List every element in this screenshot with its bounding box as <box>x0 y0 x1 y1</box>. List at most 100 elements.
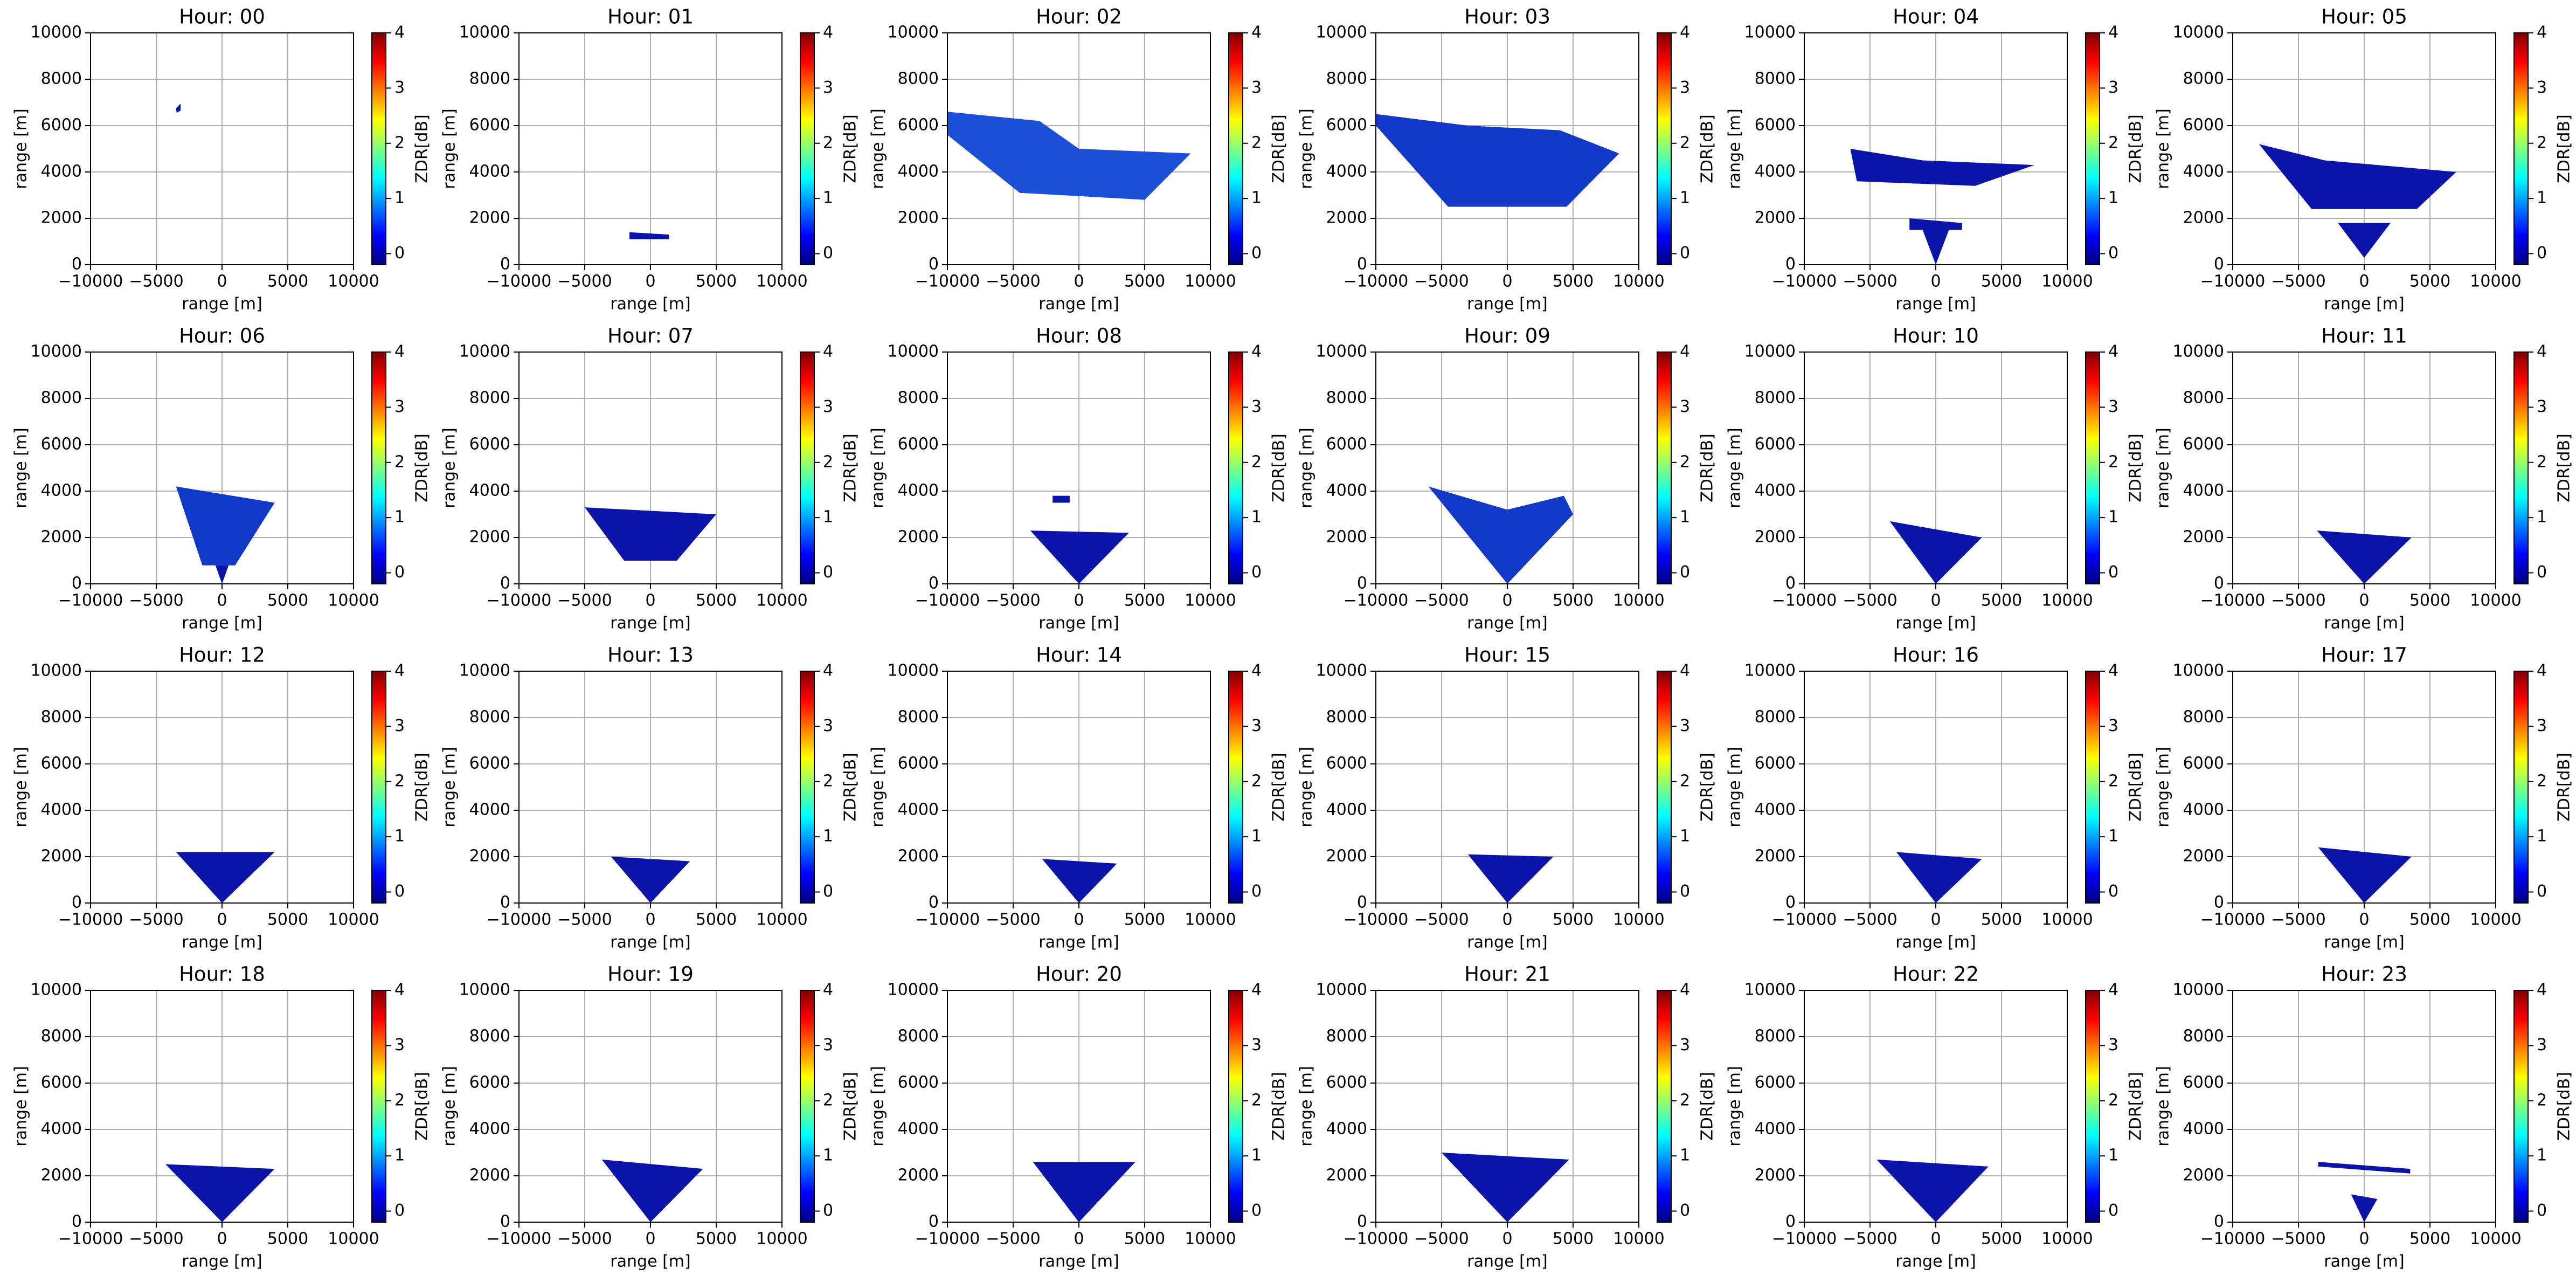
x-tick-label: 5000 <box>1981 272 2022 291</box>
colorbar <box>800 351 815 584</box>
colorbar-label: ZDR[dB] <box>1698 1072 1717 1141</box>
y-tick-label: 8000 <box>1755 70 1796 88</box>
colorbar-label: ZDR[dB] <box>841 1072 860 1141</box>
x-tick-label: 0 <box>217 1230 227 1249</box>
subplot: −10000 −5000 0 5000 100000200040006000800010… <box>2154 644 2574 952</box>
y-tick-label: 4000 <box>898 801 939 819</box>
x-tick-label: −10000 <box>487 1230 552 1249</box>
subplot: −10000 −5000 0 5000 100000200040006000800010… <box>440 963 860 1271</box>
colorbar-tick-label: 2 <box>823 133 833 152</box>
colorbar-tick-label: 0 <box>394 882 405 901</box>
colorbar <box>1228 32 1243 265</box>
colorbar-label: ZDR[dB] <box>413 433 432 502</box>
x-axis-label: range [m] <box>182 614 262 633</box>
colorbar-tick-label: 0 <box>1680 244 1690 263</box>
colorbar-label: ZDR[dB] <box>2127 433 2145 502</box>
subplot: −10000 −5000 0 5000 100000200040006000800010… <box>869 644 1289 952</box>
x-tick-label: 10000 <box>328 911 379 929</box>
colorbar-tick-label: 0 <box>823 563 833 582</box>
y-tick-label: 4000 <box>2183 801 2224 819</box>
y-tick-label: 8000 <box>41 70 82 88</box>
data-region <box>176 852 275 903</box>
colorbar-tick-label: 1 <box>823 1146 833 1165</box>
x-tick-label: 10000 <box>1613 591 1664 610</box>
colorbar <box>371 990 386 1223</box>
colorbar-label: ZDR[dB] <box>1270 114 1289 183</box>
x-axis-label: range [m] <box>1038 1252 1119 1271</box>
data-region <box>1033 1162 1135 1222</box>
y-tick-label: 0 <box>2214 1212 2224 1231</box>
colorbar-tick-label: 0 <box>2108 882 2118 901</box>
x-tick-label: −5000 <box>986 272 1040 291</box>
subplot: −10000 −5000 0 5000 100000200040006000800010… <box>2154 963 2574 1271</box>
x-tick-label: 0 <box>1930 591 1941 610</box>
colorbar-tick-label: 3 <box>2537 78 2547 97</box>
y-tick-label: 10000 <box>459 23 510 42</box>
y-tick-label: 6000 <box>898 1073 939 1092</box>
y-tick-label: 6000 <box>2183 435 2224 454</box>
y-tick-label: 4000 <box>1755 162 1796 181</box>
axes-frame <box>2232 351 2496 584</box>
x-tick-label: 10000 <box>1613 911 1664 929</box>
y-tick-label: 2000 <box>41 847 82 866</box>
y-tick-label: 10000 <box>888 23 939 42</box>
colorbar-label: ZDR[dB] <box>841 433 860 502</box>
colorbar-tick-label: 4 <box>2537 23 2547 42</box>
y-tick-label: 2000 <box>898 1166 939 1185</box>
x-tick-label: 0 <box>645 911 655 929</box>
y-axis-label: range [m] <box>440 747 459 827</box>
y-tick-label: 4000 <box>41 801 82 819</box>
y-tick-label: 6000 <box>469 116 510 135</box>
subplot: −10000 −5000 0 5000 100000200040006000800010… <box>1726 963 2145 1271</box>
x-tick-label: 10000 <box>2470 911 2521 929</box>
data-region <box>1042 859 1117 903</box>
y-tick-label: 2000 <box>898 528 939 547</box>
y-tick-label: 2000 <box>469 1166 510 1185</box>
y-tick-label: 8000 <box>2183 708 2224 727</box>
chart-title: Hour: 20 <box>1036 963 1122 986</box>
x-axis-label: range [m] <box>610 614 690 633</box>
y-tick-label: 2000 <box>1755 847 1796 866</box>
axes-frame <box>2232 32 2496 265</box>
y-axis-label: range [m] <box>12 747 31 827</box>
x-tick-label: −5000 <box>2271 911 2325 929</box>
colorbar-label: ZDR[dB] <box>2555 1072 2574 1141</box>
y-tick-label: 0 <box>500 893 510 912</box>
x-tick-label: −5000 <box>129 272 183 291</box>
colorbar-tick-label: 1 <box>2108 1146 2118 1165</box>
axes-frame <box>90 32 354 265</box>
y-tick-label: 0 <box>2214 255 2224 274</box>
y-tick-label: 8000 <box>469 1027 510 1046</box>
x-tick-label: 10000 <box>2041 272 2093 291</box>
y-tick-label: 2000 <box>1755 1166 1796 1185</box>
colorbar <box>2513 990 2529 1223</box>
y-tick-label: 8000 <box>1326 1027 1367 1046</box>
chart-title: Hour: 17 <box>2321 644 2407 667</box>
x-tick-label: 10000 <box>756 1230 807 1249</box>
y-tick-label: 8000 <box>2183 389 2224 408</box>
colorbar-label: ZDR[dB] <box>413 1072 432 1141</box>
y-tick-label: 6000 <box>1326 435 1367 454</box>
x-tick-label: 5000 <box>2409 272 2450 291</box>
colorbar-tick-label: 1 <box>394 1146 405 1165</box>
x-tick-label: 5000 <box>267 1230 308 1249</box>
x-axis-label: range [m] <box>1895 295 1976 314</box>
colorbar-tick-label: 3 <box>1680 78 1690 97</box>
colorbar-tick-label: 1 <box>1680 189 1690 208</box>
data-region <box>947 112 1191 200</box>
y-tick-label: 8000 <box>898 708 939 727</box>
x-tick-label: 0 <box>1502 272 1512 291</box>
y-axis-label: range [m] <box>1297 1066 1316 1146</box>
colorbar-tick-label: 3 <box>823 397 833 416</box>
colorbar-tick-label: 4 <box>2537 981 2547 1000</box>
chart-title: Hour: 06 <box>179 325 265 348</box>
x-axis-label: range [m] <box>2324 933 2404 952</box>
x-tick-label: −5000 <box>557 1230 612 1249</box>
y-tick-label: 8000 <box>898 70 939 88</box>
x-tick-label: −10000 <box>915 591 980 610</box>
x-tick-label: 5000 <box>1981 591 2022 610</box>
x-tick-label: 0 <box>217 911 227 929</box>
x-axis-label: range [m] <box>2324 1252 2404 1271</box>
x-tick-label: −5000 <box>2271 272 2325 291</box>
